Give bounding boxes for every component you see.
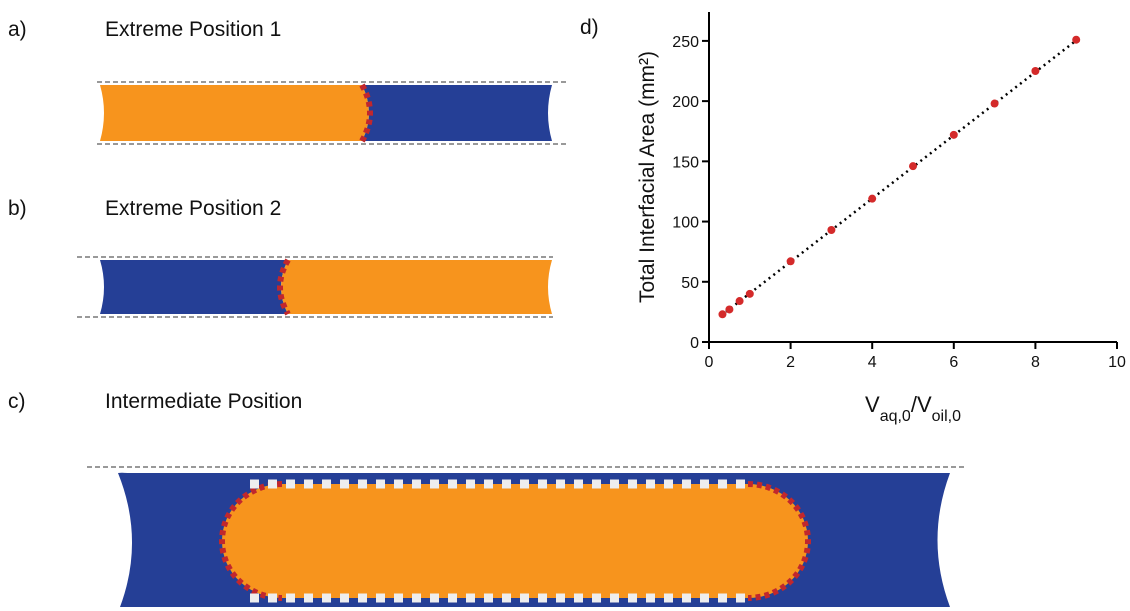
x-axis-label-part: aq,0	[880, 408, 911, 425]
y-tick-label: 100	[672, 215, 699, 232]
x-tick-label: 6	[949, 354, 958, 371]
x-tick-label: 2	[786, 354, 795, 371]
panel-label: b)	[8, 197, 27, 220]
x-tick-label: 0	[705, 354, 714, 371]
x-axis-label: Vaq,0/Voil,0	[865, 392, 961, 425]
y-tick-label: 250	[672, 34, 699, 51]
data-point	[909, 162, 917, 171]
y-tick-label: 200	[672, 94, 699, 111]
y-tick-label: 50	[681, 275, 699, 292]
fit-line	[720, 36, 1082, 317]
x-axis-label-part: oil,0	[932, 408, 961, 425]
data-point	[725, 305, 734, 314]
x-tick-label: 4	[868, 354, 877, 371]
x-axis-label-part: /V	[911, 392, 932, 417]
diagram-a	[97, 81, 567, 145]
chart: d) 0 50 100 150 200 250 0 2 4 6 8 10 Total Interfacia…	[580, 12, 1126, 425]
y-tick-label: 0	[690, 335, 699, 352]
data-point	[735, 297, 744, 306]
x-tick-label: 10	[1108, 354, 1126, 371]
data-point	[718, 310, 727, 319]
panel-label: c)	[8, 390, 26, 413]
data-point	[1031, 67, 1040, 76]
data-point	[949, 130, 958, 139]
data-point	[1072, 35, 1081, 44]
panel-title: Extreme Position 2	[105, 197, 281, 220]
data-point	[990, 99, 999, 108]
panel-label: d)	[580, 16, 599, 39]
diagram-c	[87, 466, 967, 607]
data-point	[868, 194, 877, 203]
panel-title: Extreme Position 1	[105, 18, 281, 41]
diagram-b	[77, 256, 553, 318]
data-point	[827, 225, 836, 234]
y-tick-label: 150	[672, 154, 699, 171]
panel-label: a)	[8, 18, 27, 41]
y-axis-label: Total Interfacial Area (mm²)	[636, 51, 659, 303]
x-tick-label: 8	[1031, 354, 1040, 371]
panel-title: Intermediate Position	[105, 390, 302, 413]
x-axis-label-part: V	[865, 392, 880, 417]
data-point	[745, 289, 754, 298]
data-point	[786, 257, 795, 266]
